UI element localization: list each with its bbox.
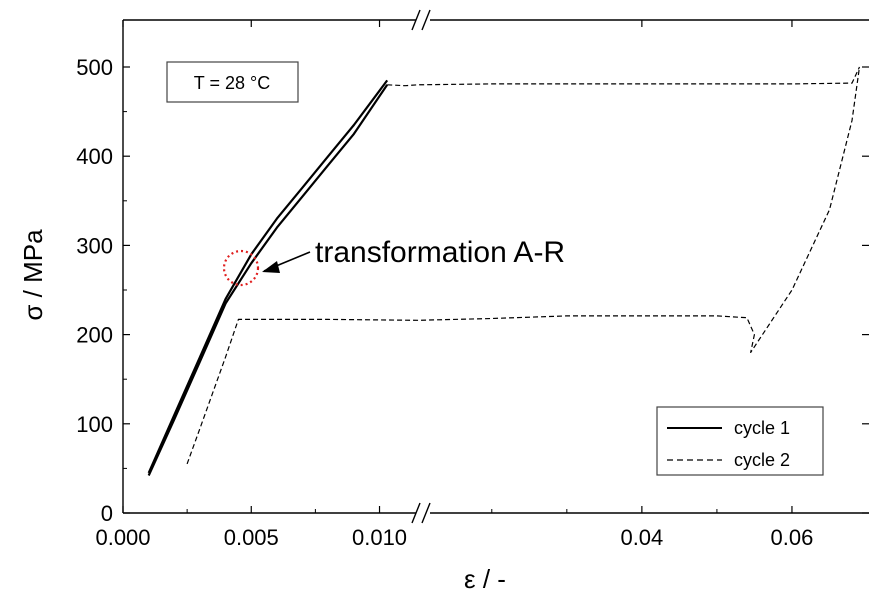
- axis-break-mark-top-1: [411, 9, 421, 31]
- axis-break-mark-bottom-1: [411, 502, 421, 524]
- y-tick-label-400: 400: [76, 144, 113, 169]
- y-tick-label-300: 300: [76, 233, 113, 258]
- x-tick-label-0.04: 0.04: [620, 525, 663, 550]
- legend: cycle 1 cycle 2: [656, 406, 824, 476]
- temperature-label: T = 28 °C: [194, 73, 270, 93]
- legend-box: [656, 406, 824, 476]
- legend-label-cycle-2: cycle 2: [734, 450, 790, 470]
- temperature-box: T = 28 °C: [166, 61, 299, 103]
- series-line-2: [186, 66, 861, 465]
- x-axis-title: ε / -: [464, 564, 506, 594]
- series-line-1: [147, 84, 389, 476]
- axis-break-mark-top-2: [421, 9, 431, 31]
- annotation-text: transformation A-R: [315, 236, 565, 269]
- legend-label-cycle-1: cycle 1: [734, 418, 790, 438]
- y-tick-label-0: 0: [101, 501, 113, 526]
- x-tick-label-0.06: 0.06: [771, 525, 814, 550]
- y-tick-label-500: 500: [76, 55, 113, 80]
- series-layer: [147, 66, 861, 476]
- x-tick-label-0.005: 0.005: [224, 525, 279, 550]
- axes: [122, 9, 869, 524]
- series-line-0: [147, 79, 389, 474]
- annotation: transformation A-R: [222, 236, 565, 287]
- y-tick-label-100: 100: [76, 412, 113, 437]
- x-tick-label-0.000: 0.000: [95, 525, 150, 550]
- x-tick-label-0.010: 0.010: [352, 525, 407, 550]
- axis-break-mark-bottom-2: [421, 502, 431, 524]
- annotation-arrowhead: [262, 261, 280, 273]
- y-tick-label-200: 200: [76, 323, 113, 348]
- annotation-circle: [222, 249, 260, 287]
- y-axis-title: σ / MPa: [18, 229, 48, 321]
- tick-labels: 0 100 200 300 400 500 0.000 0.005 0.010 0.04 0.06: [76, 55, 813, 550]
- series-line-3: [387, 66, 861, 87]
